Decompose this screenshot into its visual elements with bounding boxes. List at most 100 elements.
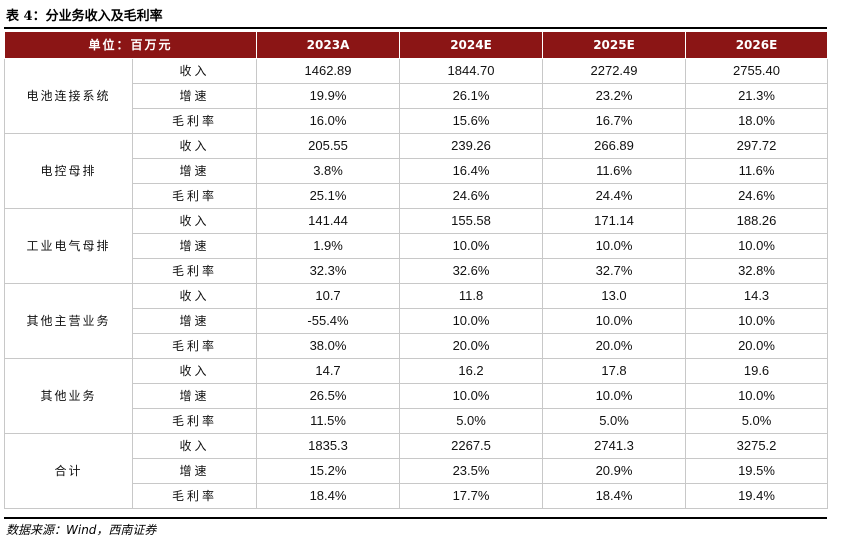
value-cell: 3275.2 [685, 433, 829, 459]
table-title: 表 4：分业务收入及毛利率 [6, 9, 163, 24]
value-cell: 2741.3 [542, 433, 687, 459]
value-cell: 10.0% [542, 233, 687, 259]
value-cell: 13.0 [542, 283, 687, 309]
metric-label: 收入 [131, 58, 258, 84]
table-row: 增速 1.9% 10.0% 10.0% 10.0% [5, 233, 829, 259]
table-row: 合计 收入 1835.3 2267.5 2741.3 3275.2 [4, 433, 829, 509]
segment-name: 其他主营业务 [4, 283, 133, 359]
bottom-rule [4, 517, 827, 519]
header-row: 单位：百万元 2023A 2024E 2025E 2026E [3, 31, 829, 59]
metric-label: 毛利率 [131, 483, 258, 509]
value-cell: 26.5% [256, 383, 401, 409]
metric-label: 收入 [131, 283, 258, 309]
value-cell: 10.0% [685, 233, 829, 259]
table-row: 其他主营业务 收入 10.7 11.8 13.0 14.3 [4, 283, 829, 359]
value-cell: 10.0% [399, 308, 544, 334]
metric-label: 增速 [131, 233, 258, 259]
table-row: 增速 26.5% 10.0% 10.0% 10.0% [5, 383, 829, 409]
value-cell: 16.0% [256, 108, 401, 134]
value-cell: 2755.40 [685, 58, 829, 84]
value-cell: 18.0% [685, 108, 829, 134]
table-row: 毛利率 25.1% 24.6% 24.4% 24.6% [5, 183, 829, 209]
metric-label: 毛利率 [131, 108, 258, 134]
table-row: 毛利率 18.4% 17.7% 18.4% 19.4% [5, 483, 829, 509]
value-cell: 11.6% [685, 158, 829, 184]
value-cell: 2267.5 [399, 433, 544, 459]
year-header: 2023A [256, 31, 401, 59]
year-header: 2025E [542, 31, 687, 59]
value-cell: 17.8 [542, 358, 687, 384]
value-cell: 24.6% [399, 183, 544, 209]
metric-label: 毛利率 [131, 333, 258, 359]
segment-name: 工业电气母排 [4, 208, 133, 284]
value-cell: 24.4% [542, 183, 687, 209]
value-cell: 1.9% [256, 233, 401, 259]
value-cell: 32.8% [685, 258, 829, 284]
segment-name: 合计 [4, 433, 133, 509]
value-cell: 16.7% [542, 108, 687, 134]
value-cell: 15.6% [399, 108, 544, 134]
value-cell: 16.2 [399, 358, 544, 384]
value-cell: 32.6% [399, 258, 544, 284]
value-cell: 20.0% [685, 333, 829, 359]
value-cell: 3.8% [256, 158, 401, 184]
table-row: 增速 19.9% 26.1% 23.2% 21.3% [5, 83, 829, 109]
table-row: 电控母排 收入 205.55 239.26 266.89 297.72 [4, 133, 829, 209]
value-cell: 266.89 [542, 133, 687, 159]
metric-label: 收入 [131, 433, 258, 459]
value-cell: 5.0% [399, 408, 544, 434]
table-row: 毛利率 11.5% 5.0% 5.0% 5.0% [5, 408, 829, 434]
metric-label: 增速 [131, 308, 258, 334]
value-cell: 1844.70 [399, 58, 544, 84]
metric-label: 增速 [131, 158, 258, 184]
year-header: 2024E [399, 31, 544, 59]
metric-label: 增速 [131, 83, 258, 109]
table-row: 增速 15.2% 23.5% 20.9% 19.5% [5, 458, 829, 484]
value-cell: 23.5% [399, 458, 544, 484]
metric-label: 增速 [131, 383, 258, 409]
value-cell: 11.6% [542, 158, 687, 184]
metric-label: 收入 [131, 358, 258, 384]
value-cell: 32.7% [542, 258, 687, 284]
value-cell: 1462.89 [256, 58, 401, 84]
top-rule [4, 27, 827, 29]
value-cell: 188.26 [685, 208, 829, 234]
value-cell: 14.7 [256, 358, 401, 384]
value-cell: 18.4% [256, 483, 401, 509]
metric-label: 毛利率 [131, 183, 258, 209]
value-cell: 5.0% [685, 408, 829, 434]
metric-label: 收入 [131, 208, 258, 234]
segment-revenue-table: 单位：百万元 2023A 2024E 2025E 2026E 电池连接系统 收入 1… [3, 31, 829, 509]
value-cell: 10.0% [399, 383, 544, 409]
table-row: 毛利率 16.0% 15.6% 16.7% 18.0% [5, 108, 829, 134]
metric-label: 增速 [131, 458, 258, 484]
value-cell: 10.0% [542, 308, 687, 334]
value-cell: 21.3% [685, 83, 829, 109]
table-row: 其他业务 收入 14.7 16.2 17.8 19.6 [4, 358, 829, 434]
metric-label: 收入 [131, 133, 258, 159]
value-cell: 19.5% [685, 458, 829, 484]
unit-header: 单位：百万元 [3, 31, 258, 59]
table-row: 增速 3.8% 16.4% 11.6% 11.6% [5, 158, 829, 184]
value-cell: 32.3% [256, 258, 401, 284]
metric-label: 毛利率 [131, 258, 258, 284]
value-cell: 10.0% [542, 383, 687, 409]
value-cell: -55.4% [256, 308, 401, 334]
value-cell: 10.0% [685, 308, 829, 334]
metric-label: 毛利率 [131, 408, 258, 434]
value-cell: 19.6 [685, 358, 829, 384]
value-cell: 18.4% [542, 483, 687, 509]
value-cell: 11.5% [256, 408, 401, 434]
value-cell: 10.0% [399, 233, 544, 259]
value-cell: 19.4% [685, 483, 829, 509]
value-cell: 239.26 [399, 133, 544, 159]
value-cell: 19.9% [256, 83, 401, 109]
segment-name: 电池连接系统 [4, 58, 133, 134]
value-cell: 155.58 [399, 208, 544, 234]
value-cell: 20.0% [399, 333, 544, 359]
table-row: 毛利率 32.3% 32.6% 32.7% 32.8% [5, 258, 829, 284]
value-cell: 14.3 [685, 283, 829, 309]
value-cell: 25.1% [256, 183, 401, 209]
segment-name: 其他业务 [4, 358, 133, 434]
value-cell: 1835.3 [256, 433, 401, 459]
